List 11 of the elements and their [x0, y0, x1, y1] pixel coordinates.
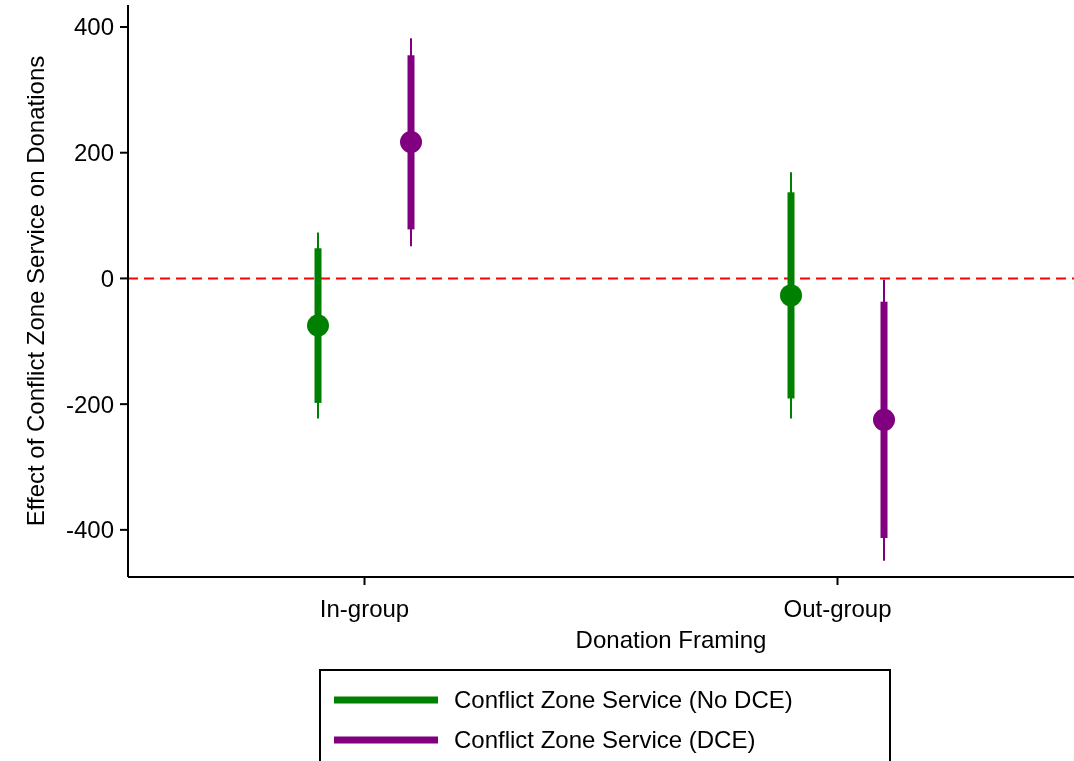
y-tick-label: 0 — [100, 264, 114, 292]
legend-label: Conflict Zone Service (DCE) — [454, 726, 756, 754]
x-tick-label: In-group — [319, 595, 410, 622]
x-axis-title: Donation Framing — [575, 626, 767, 653]
y-axis-title: Effect of Conflict Zone Service on Donations — [22, 55, 49, 527]
y-tick-label: 400 — [73, 13, 114, 41]
y-tick-label: -400 — [65, 516, 114, 544]
y-tick-label: 200 — [73, 139, 114, 167]
legend-label: Conflict Zone Service (No DCE) — [454, 686, 793, 714]
x-tick-label: Out-group — [783, 595, 892, 622]
y-tick-label: -200 — [65, 390, 114, 418]
